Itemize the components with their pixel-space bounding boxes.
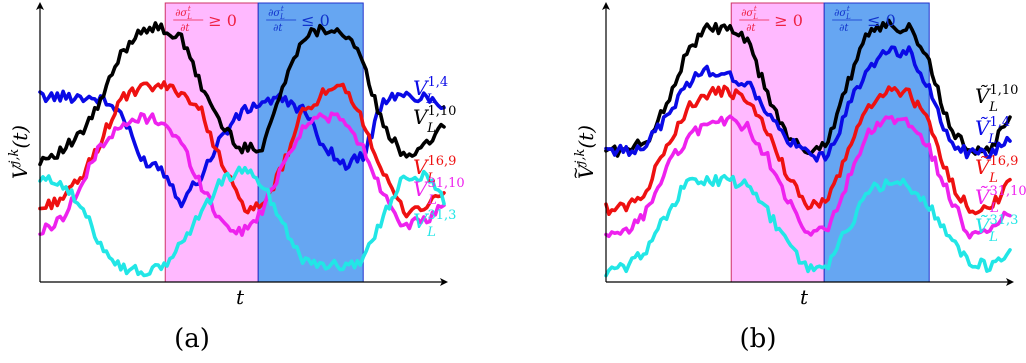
svg-text:Vj,k(t): Vj,k(t)	[573, 125, 598, 179]
regions-a	[164, 2, 364, 283]
svg-text:≤ 0: ≤ 0	[301, 11, 330, 30]
series-line-3	[38, 80, 446, 219]
svg-text:∂σLt: ∂σLt	[834, 5, 851, 21]
svg-text:≤ 0: ≤ 0	[867, 11, 896, 30]
series-label-5: V31,3 L	[413, 208, 456, 240]
svg-text:≥ 0: ≥ 0	[774, 11, 803, 30]
svg-text:≥ 0: ≥ 0	[208, 11, 237, 30]
series-label-2: Ṽ1,4 L	[975, 115, 1010, 147]
shaded-region-increasing	[730, 2, 825, 283]
regions-b	[730, 2, 930, 283]
series-line-2	[38, 21, 446, 167]
series-lines-a	[38, 21, 446, 278]
y-axis-label-b: Vj,k(t)~	[566, 125, 598, 180]
shaded-region-decreasing	[257, 2, 364, 283]
svg-text:Vj,k(t): Vj,k(t)	[7, 125, 32, 179]
svg-text:∂t: ∂t	[839, 23, 849, 34]
x-axis-label-b: t	[800, 285, 809, 309]
svg-text:∂t: ∂t	[273, 23, 283, 34]
panel-a: ∂σLt ∂t ≥ 0 ∂σLt ∂t ≤ 0 Vj,k(t) t V1,4 LV1,10 L…	[7, 2, 465, 354]
region-label-decreasing: ∂σLt ∂t ≤ 0	[266, 5, 330, 34]
series-label-3: Ṽ16,9 L	[975, 154, 1018, 186]
series-line-1	[38, 89, 446, 209]
series-line-5	[604, 173, 1012, 278]
y-axis-label-a: Vj,k(t)	[7, 125, 32, 179]
series-line-4	[604, 114, 1012, 240]
panel-caption-a: (a)	[174, 324, 210, 354]
svg-text:∂σLt: ∂σLt	[741, 5, 758, 21]
series-label-4: V31,10 L	[413, 176, 465, 208]
series-label-1: Ṽ1,10 L	[975, 83, 1018, 115]
svg-text:∂σLt: ∂σLt	[268, 5, 285, 21]
series-label-2: V1,10 L	[413, 104, 456, 136]
series-label-4: Ṽ31,10 L	[975, 184, 1026, 216]
x-axis-label-a: t	[236, 285, 245, 309]
panel-b: ∂σLt ∂t ≥ 0 ∂σLt ∂t ≤ 0 Vj,k(t)~ t Ṽ1,10 LṼ1,4…	[566, 2, 1026, 354]
series-label-5: Ṽ31,3 L	[975, 213, 1018, 245]
region-label-increasing: ∂σLt ∂t ≥ 0	[739, 5, 803, 34]
region-labels-a: ∂σLt ∂t ≥ 0 ∂σLt ∂t ≤ 0	[173, 5, 330, 34]
svg-text:∂t: ∂t	[180, 23, 190, 34]
series-line-3	[604, 84, 1012, 216]
svg-text:∂σLt: ∂σLt	[175, 5, 192, 21]
series-line-2	[604, 45, 1012, 163]
panel-caption-b: (b)	[740, 324, 777, 354]
svg-text:∂t: ∂t	[746, 23, 756, 34]
region-label-decreasing: ∂σLt ∂t ≤ 0	[832, 5, 896, 34]
region-labels-b: ∂σLt ∂t ≥ 0 ∂σLt ∂t ≤ 0	[739, 5, 896, 34]
series-label-1: V1,4 L	[413, 75, 448, 107]
series-lines-b	[604, 18, 1012, 278]
region-label-increasing: ∂σLt ∂t ≥ 0	[173, 5, 237, 34]
series-line-4	[38, 111, 446, 237]
svg-text:~: ~	[566, 166, 585, 179]
series-label-3: V16,9 L	[413, 154, 456, 186]
series-line-5	[38, 165, 446, 278]
